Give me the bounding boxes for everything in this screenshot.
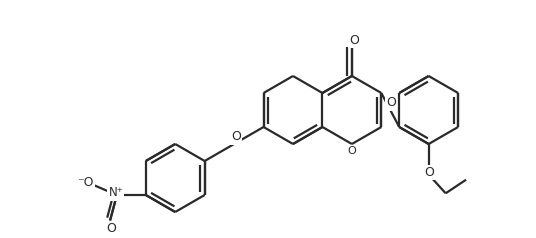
Text: N⁺: N⁺ [108, 187, 123, 199]
Text: O: O [425, 166, 435, 179]
Text: O: O [386, 96, 396, 109]
Text: O: O [347, 146, 356, 156]
Text: O: O [231, 130, 241, 144]
Text: O: O [106, 222, 116, 235]
Text: ⁻O: ⁻O [77, 176, 93, 189]
Text: O: O [349, 34, 359, 47]
